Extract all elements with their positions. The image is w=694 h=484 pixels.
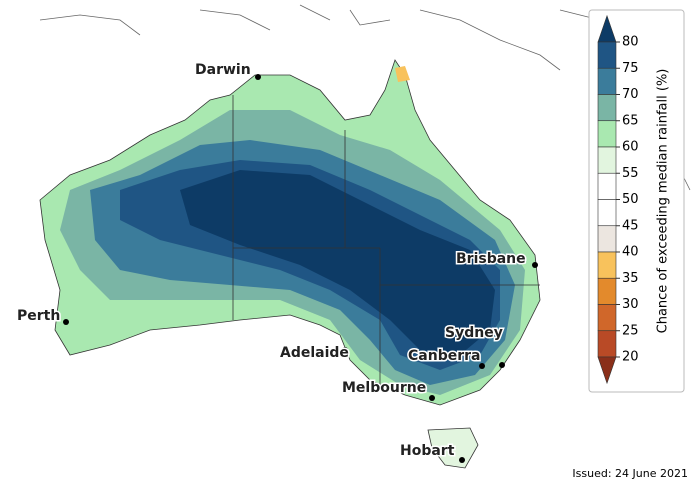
tasmania (427, 427, 479, 469)
legend-tick-label: 25 (622, 323, 639, 338)
city-dots (63, 74, 538, 463)
legend-tick-label: 20 (622, 350, 639, 365)
legend-bin (597, 199, 617, 227)
city-label: Adelaide (280, 345, 349, 361)
legend-bin (597, 172, 617, 200)
legend-tick-label: 30 (622, 297, 639, 312)
issued-date: Issued: 24 June 2021 (572, 467, 688, 480)
neighbour-coast (39, 4, 691, 191)
legend-tick-label: 55 (622, 166, 639, 181)
city-label: Perth (17, 308, 60, 324)
city-label: Hobart (400, 443, 455, 459)
region-above-80-core (180, 170, 495, 355)
legend-tick-label: 75 (622, 61, 639, 76)
legend-tick-label: 40 (622, 245, 639, 260)
legend: 80 75 70 65 60 55 50 45 40 35 30 25 20 (597, 14, 639, 385)
legend-title: Chance of exceeding median rainfall (%) (656, 69, 671, 334)
legend-bin (597, 120, 617, 148)
legend-bin (597, 94, 617, 122)
cape-york-dry (395, 66, 410, 82)
state-borders (232, 95, 540, 390)
legend-tick-label: 60 (622, 140, 639, 155)
city-label: Canberra (408, 348, 480, 364)
legend-bin (597, 41, 617, 69)
city-label: Sydney (445, 325, 503, 341)
city-label: Melbourne (342, 380, 426, 396)
legend-tick-label: 65 (622, 113, 639, 128)
legend-tick-label: 45 (622, 218, 639, 233)
legend-bin (597, 67, 617, 95)
legend-bin (597, 277, 617, 305)
legend-tick-label: 80 (622, 35, 639, 50)
legend-bin (597, 225, 617, 253)
legend-extend-low (597, 356, 617, 385)
city-label: Darwin (195, 62, 251, 78)
city-label: Brisbane (456, 251, 526, 267)
legend-bin (597, 251, 617, 279)
legend-bin (597, 146, 617, 174)
legend-tick-label: 50 (622, 192, 639, 207)
legend-tick-label: 70 (622, 87, 639, 102)
legend-bin (597, 330, 617, 358)
legend-bin (597, 304, 617, 332)
legend-tick-label: 35 (622, 271, 639, 286)
